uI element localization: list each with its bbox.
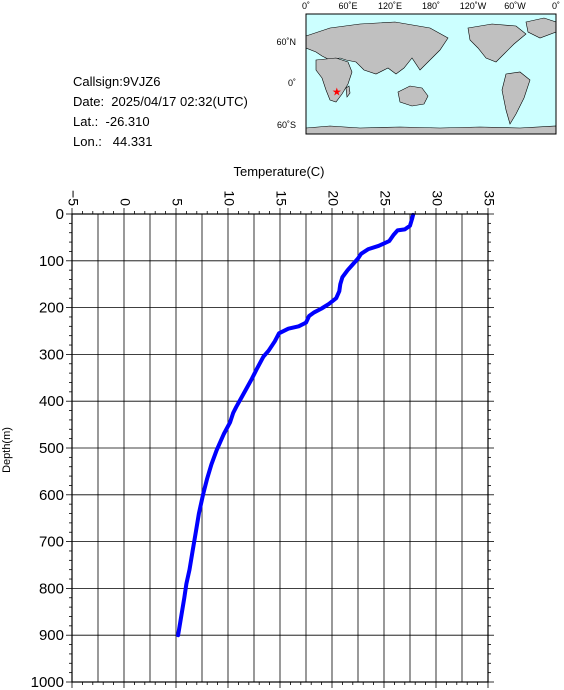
y-tick-label: 900: [39, 627, 64, 644]
y-tick-label: 800: [39, 580, 64, 597]
y-tick-label: 400: [39, 393, 64, 410]
map-lon-label: 60˚W: [504, 1, 526, 11]
map-lon-label: 60˚E: [338, 1, 357, 11]
x-tick-labels: −5 0 5 10 15 20 25 30 35: [65, 190, 497, 206]
plot-frame: [71, 213, 489, 683]
map-lon-label: 120˚W: [460, 1, 487, 11]
map-lat-label: 60˚S: [277, 120, 296, 130]
x-tick-label: −5: [65, 190, 81, 206]
y-tick-labels: 0 100 200 300 400 500 600 700 800 900 1000: [31, 206, 64, 690]
grid-lines: [71, 213, 489, 683]
location-marker-star: ★: [332, 87, 342, 99]
y-axis-title: Depth(m): [1, 427, 13, 473]
temperature-profile-line: [176, 212, 416, 638]
map-lat-label: 0˚: [288, 78, 296, 88]
map-left-labels: 60˚N 0˚ 60˚S: [276, 37, 296, 130]
y-tick-label: 1000: [31, 674, 64, 690]
x-axis-title: Temperature(C): [233, 164, 324, 179]
y-tick-label: 200: [39, 300, 64, 317]
callsign: Callsign:9VJZ6: [73, 74, 161, 89]
cast-info: Callsign:9VJZ6 Date: 2025/04/17 02:32(UT…: [73, 72, 248, 152]
y-tick-label: 700: [39, 534, 64, 551]
y-tick-label: 600: [39, 487, 64, 504]
y-tick-label: 100: [39, 253, 64, 270]
map-top-labels: 0˚ 60˚E 120˚E 180˚ 120˚W 60˚W 0˚: [302, 1, 560, 11]
x-tick-label: 10: [221, 190, 237, 206]
map-frame: [305, 13, 557, 135]
x-tick-label: 35: [481, 190, 497, 206]
x-tick-label: 30: [429, 190, 445, 206]
map-lon-label: 0˚: [552, 1, 560, 11]
x-tick-label: 15: [273, 190, 289, 206]
date: Date: 2025/04/17 02:32(UTC): [73, 94, 248, 109]
longitude: Lon.: 44.331: [73, 134, 153, 149]
x-tick-label: 5: [169, 198, 185, 206]
location-map: 0˚ 60˚E 120˚E 180˚ 120˚W 60˚W 0˚ 60˚N 0˚…: [276, 1, 560, 135]
y-tick-label: 0: [56, 206, 64, 223]
map-lat-label: 60˚N: [276, 37, 296, 47]
x-tick-label: 25: [377, 190, 393, 206]
map-land: [305, 17, 557, 135]
y-tick-label: 300: [39, 346, 64, 363]
x-tick-label: 0: [117, 198, 133, 206]
x-tick-label: 20: [325, 190, 341, 206]
map-lon-label: 0˚: [302, 1, 310, 11]
y-tick-label: 500: [39, 440, 64, 457]
map-lon-label: 180˚: [422, 1, 440, 11]
latitude: Lat.: -26.310: [73, 114, 150, 129]
map-lon-label: 120˚E: [378, 1, 402, 11]
